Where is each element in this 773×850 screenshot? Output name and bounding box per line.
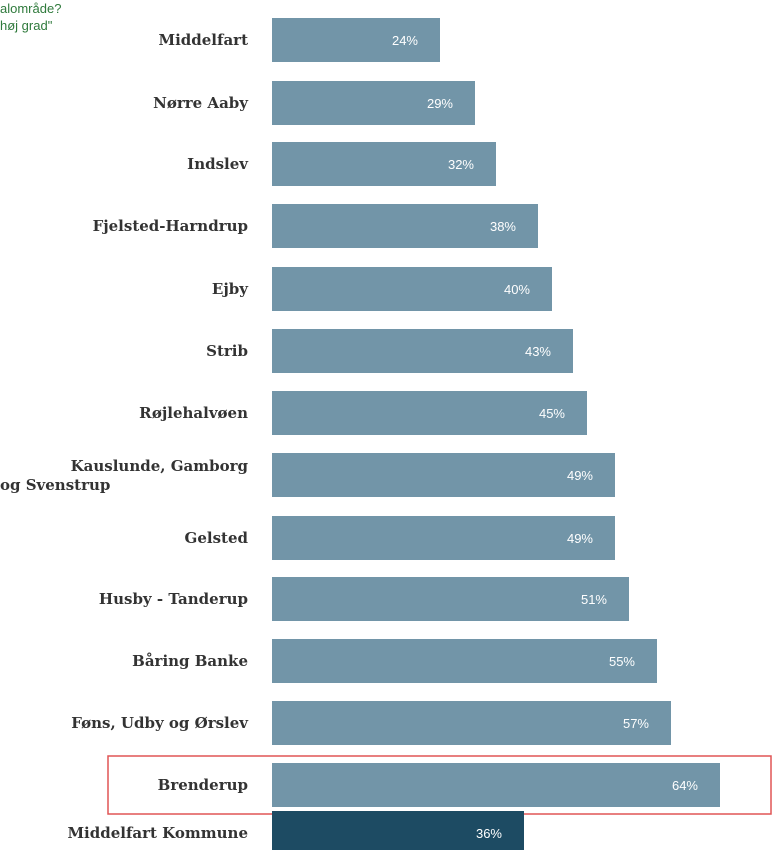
bar-båring-banke	[272, 639, 657, 683]
chart-caption-fragment: alområde? høj grad"	[0, 0, 61, 34]
caption-line-2: høj grad"	[0, 18, 53, 33]
value-label-middelfart-kommune: 36%	[476, 826, 502, 841]
value-label-ejby: 40%	[504, 282, 530, 297]
value-label-brenderup: 64%	[672, 778, 698, 793]
bar-middelfart-kommune	[272, 811, 524, 850]
value-label-indslev: 32%	[448, 157, 474, 172]
bar-fjelsted-harndrup	[272, 204, 538, 248]
category-label-husby-tanderup: Husby - Tanderup	[99, 590, 248, 608]
category-label-middelfart-kommune: Middelfart Kommune	[67, 824, 248, 842]
category-label-brenderup: Brenderup	[158, 776, 248, 794]
value-label-fjelsted-harndrup: 38%	[490, 219, 516, 234]
category-label-fjelsted-harndrup: Fjelsted-Harndrup	[93, 217, 248, 235]
value-label-føns-udby-og-ørslev: 57%	[623, 716, 649, 731]
caption-line-1: alområde?	[0, 1, 62, 16]
bar-røjlehalvøen	[272, 391, 587, 435]
category-label-ejby: Ejby	[212, 280, 249, 298]
bar-brenderup	[272, 763, 720, 807]
value-label-båring-banke: 55%	[609, 654, 635, 669]
category-label-indslev: Indslev	[187, 155, 249, 173]
value-label-røjlehalvøen: 45%	[539, 406, 565, 421]
value-label-kauslunde-gamborg-og-svenstrup: 49%	[567, 468, 593, 483]
bar-strib	[272, 329, 573, 373]
category-label-strib: Strib	[206, 342, 248, 360]
category-label-gelsted: Gelsted	[185, 529, 249, 547]
value-label-nørre-aaby: 29%	[427, 96, 453, 111]
category-label-kauslunde-gamborg-og-svenstrup: Kauslunde, Gamborg og Svenstrup	[0, 457, 248, 494]
category-label-røjlehalvøen: Røjlehalvøen	[139, 404, 248, 422]
bar-kauslunde-gamborg-og-svenstrup	[272, 453, 615, 497]
category-label-båring-banke: Båring Banke	[132, 652, 248, 670]
bar-middelfart	[272, 18, 440, 62]
bar-gelsted	[272, 516, 615, 560]
value-label-strib: 43%	[525, 344, 551, 359]
category-label-nørre-aaby: Nørre Aaby	[153, 94, 249, 112]
category-label-føns-udby-og-ørslev: Føns, Udby og Ørslev	[71, 714, 249, 732]
value-label-husby-tanderup: 51%	[581, 592, 607, 607]
bar-føns-udby-og-ørslev	[272, 701, 671, 745]
value-label-gelsted: 49%	[567, 531, 593, 546]
value-label-middelfart: 24%	[392, 33, 418, 48]
bar-husby-tanderup	[272, 577, 629, 621]
category-label-middelfart: Middelfart	[158, 31, 248, 49]
bar-nørre-aaby	[272, 81, 475, 125]
bar-indslev	[272, 142, 496, 186]
bar-ejby	[272, 267, 552, 311]
